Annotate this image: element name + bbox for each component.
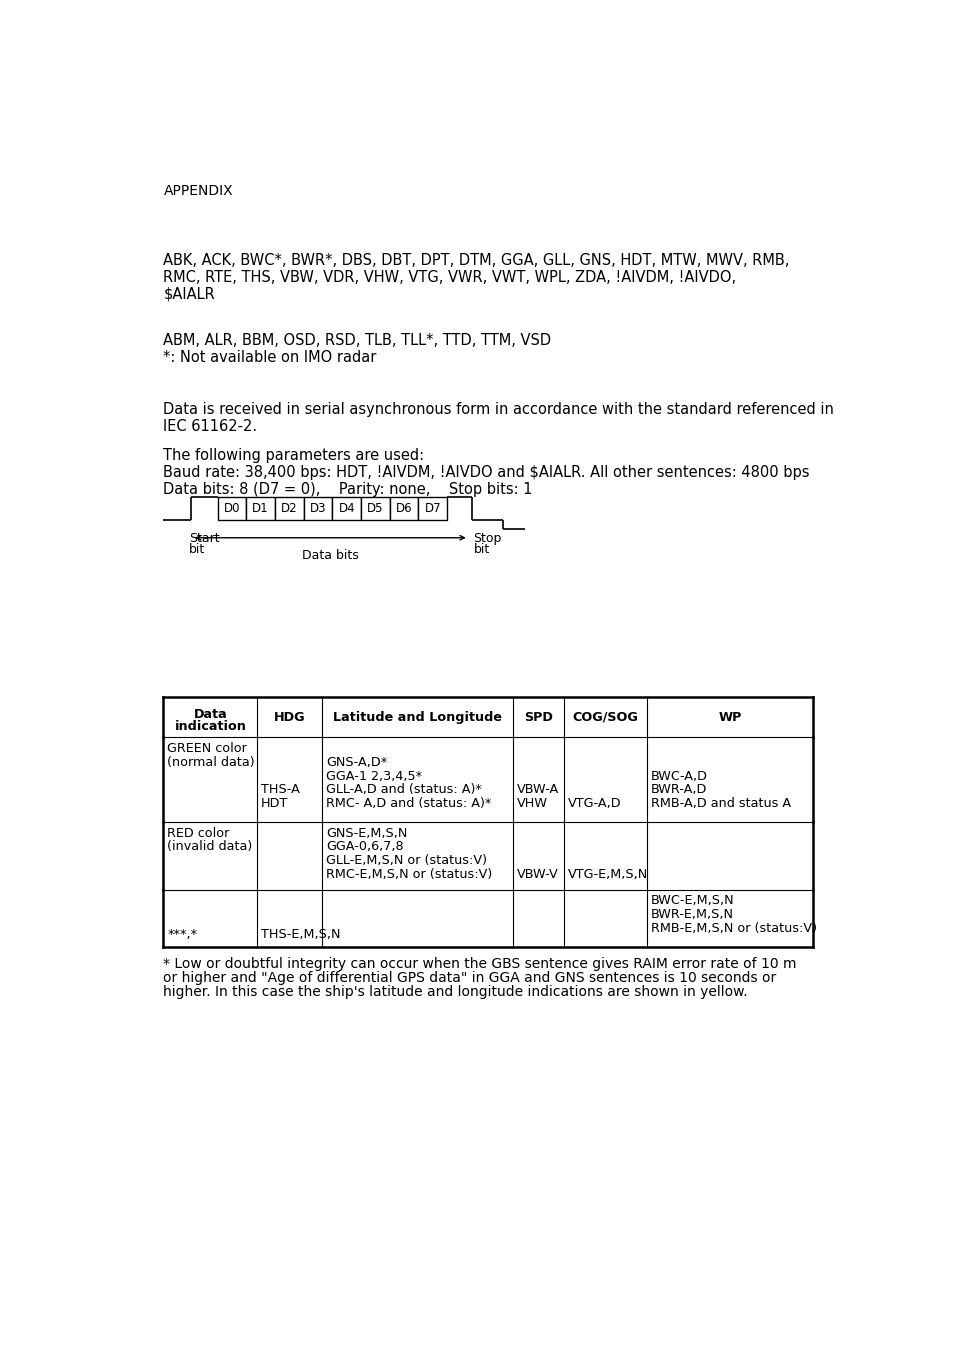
Text: The following parameters are used:: The following parameters are used: [163,448,424,463]
Text: D3: D3 [310,502,326,514]
Text: RMB-E,M,S,N or (status:V): RMB-E,M,S,N or (status:V) [650,922,816,936]
Text: D5: D5 [367,502,383,514]
Bar [332,497,360,520]
Text: D7: D7 [424,502,440,514]
Text: BWC-E,M,S,N: BWC-E,M,S,N [650,894,734,907]
Text: bit: bit [189,543,205,556]
Text: RMB-A,D and status A: RMB-A,D and status A [650,798,790,810]
Bar [303,497,332,520]
Text: higher. In this case the ship's latitude and longitude indications are shown in : higher. In this case the ship's latitude… [163,986,747,999]
Text: APPENDIX: APPENDIX [163,184,233,197]
Text: D0: D0 [224,502,240,514]
Text: Baud rate: 38,400 bps: HDT, !AIVDM, !AIVDO and $AIALR. All other sentences: 4800: Baud rate: 38,400 bps: HDT, !AIVDM, !AIV… [163,466,809,481]
Text: (normal data): (normal data) [167,756,254,768]
Text: Stop: Stop [473,532,501,545]
Text: GGA-1 2,3,4,5*: GGA-1 2,3,4,5* [326,769,422,783]
Text: Latitude and Longitude: Latitude and Longitude [333,710,502,724]
Text: Data: Data [193,707,227,721]
Text: Data bits: Data bits [302,548,358,562]
Bar [274,497,303,520]
Text: HDT: HDT [261,798,288,810]
Text: * Low or doubtful integrity can occur when the GBS sentence gives RAIM error rat: * Low or doubtful integrity can occur wh… [163,957,796,972]
Text: THS-E,M,S,N: THS-E,M,S,N [261,929,340,941]
Text: ABK, ACK, BWC*, BWR*, DBS, DBT, DPT, DTM, GGA, GLL, GNS, HDT, MTW, MWV, RMB,: ABK, ACK, BWC*, BWR*, DBS, DBT, DPT, DTM… [163,252,789,267]
Text: VTG-E,M,S,N: VTG-E,M,S,N [567,868,647,882]
Text: BWC-A,D: BWC-A,D [650,769,707,783]
Text: VHW: VHW [517,798,548,810]
Bar [418,497,447,520]
Text: THS-A: THS-A [261,783,299,796]
Text: WP: WP [718,710,740,724]
Text: HDG: HDG [274,710,305,724]
Text: VBW-A: VBW-A [517,783,559,796]
Text: D4: D4 [338,502,355,514]
Text: D2: D2 [281,502,297,514]
Text: RED color: RED color [167,826,230,840]
Bar [390,497,418,520]
Text: indication: indication [174,721,246,733]
Text: VBW-V: VBW-V [517,868,558,882]
Text: bit: bit [473,543,489,556]
Text: VTG-A,D: VTG-A,D [567,798,620,810]
Text: GLL-E,M,S,N or (status:V): GLL-E,M,S,N or (status:V) [326,855,487,867]
Text: D1: D1 [253,502,269,514]
Text: RMC- A,D and (status: A)*: RMC- A,D and (status: A)* [326,798,491,810]
Text: COG/SOG: COG/SOG [572,710,638,724]
Text: D6: D6 [395,502,412,514]
Text: RMC, RTE, THS, VBW, VDR, VHW, VTG, VWR, VWT, WPL, ZDA, !AIVDM, !AIVDO,: RMC, RTE, THS, VBW, VDR, VHW, VTG, VWR, … [163,270,736,285]
Text: GNS-A,D*: GNS-A,D* [326,756,387,768]
Text: GLL-A,D and (status: A)*: GLL-A,D and (status: A)* [326,783,481,796]
Bar [246,497,274,520]
Text: Data bits: 8 (D7 = 0),    Parity: none,    Stop bits: 1: Data bits: 8 (D7 = 0), Parity: none, Sto… [163,482,533,497]
Text: ***,*: ***,* [167,929,197,941]
Text: RMC-E,M,S,N or (status:V): RMC-E,M,S,N or (status:V) [326,868,492,882]
Text: GREEN color: GREEN color [167,741,247,755]
Text: GGA-0,6,7,8: GGA-0,6,7,8 [326,840,403,853]
Text: IEC 61162-2.: IEC 61162-2. [163,420,257,435]
Text: Data is received in serial asynchronous form in accordance with the standard ref: Data is received in serial asynchronous … [163,402,834,417]
Bar [217,497,246,520]
Text: (invalid data): (invalid data) [167,840,253,853]
Text: Start: Start [189,532,219,545]
Text: ABM, ALR, BBM, OSD, RSD, TLB, TLL*, TTD, TTM, VSD: ABM, ALR, BBM, OSD, RSD, TLB, TLL*, TTD,… [163,333,551,348]
Text: BWR-E,M,S,N: BWR-E,M,S,N [650,909,733,921]
Text: SPD: SPD [524,710,553,724]
Text: BWR-A,D: BWR-A,D [650,783,706,796]
Text: $AIALR: $AIALR [163,286,215,302]
Text: GNS-E,M,S,N: GNS-E,M,S,N [326,826,407,840]
Text: or higher and "Age of differential GPS data" in GGA and GNS sentences is 10 seco: or higher and "Age of differential GPS d… [163,971,776,986]
Text: *: Not available on IMO radar: *: Not available on IMO radar [163,350,376,365]
Bar [360,497,390,520]
